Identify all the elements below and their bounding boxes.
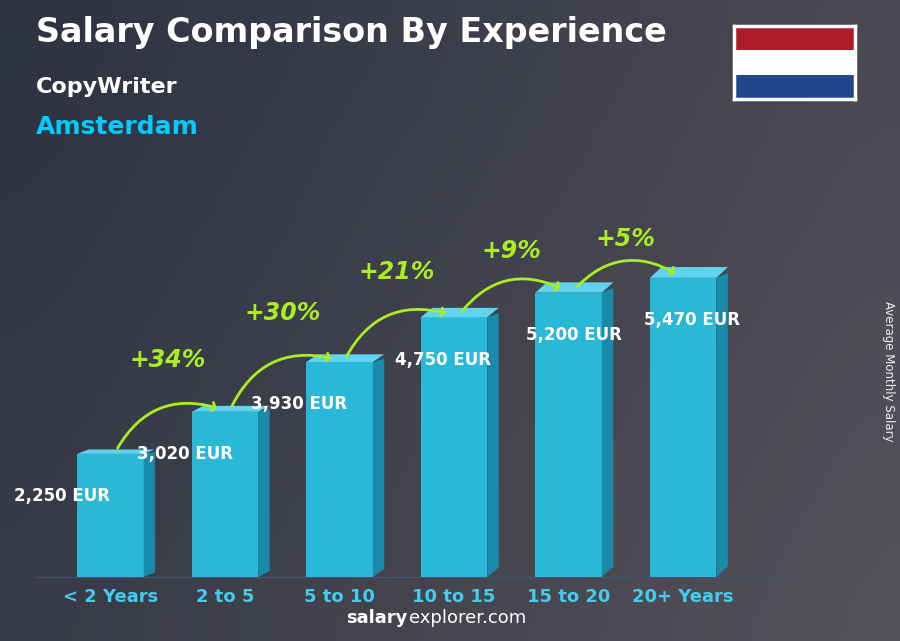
Polygon shape bbox=[487, 313, 499, 577]
Text: +21%: +21% bbox=[358, 260, 435, 284]
Text: 3,020 EUR: 3,020 EUR bbox=[137, 445, 233, 463]
Polygon shape bbox=[192, 406, 270, 412]
Polygon shape bbox=[144, 452, 155, 577]
Bar bbox=[192, 412, 258, 577]
Text: +9%: +9% bbox=[482, 238, 541, 263]
Polygon shape bbox=[716, 273, 728, 577]
Text: +34%: +34% bbox=[130, 348, 206, 372]
Polygon shape bbox=[77, 449, 155, 454]
Bar bbox=[650, 278, 716, 577]
Text: 5,200 EUR: 5,200 EUR bbox=[526, 326, 622, 344]
Polygon shape bbox=[306, 354, 384, 362]
Bar bbox=[536, 292, 602, 577]
Text: CopyWriter: CopyWriter bbox=[36, 77, 177, 97]
Text: 4,750 EUR: 4,750 EUR bbox=[394, 351, 490, 369]
Polygon shape bbox=[421, 308, 499, 317]
Text: Amsterdam: Amsterdam bbox=[36, 115, 199, 139]
Text: Average Monthly Salary: Average Monthly Salary bbox=[883, 301, 896, 442]
Polygon shape bbox=[602, 288, 613, 577]
Text: 5,470 EUR: 5,470 EUR bbox=[644, 312, 741, 329]
Text: +5%: +5% bbox=[596, 227, 656, 251]
Polygon shape bbox=[650, 267, 728, 278]
Text: +30%: +30% bbox=[244, 301, 320, 326]
Bar bbox=[734, 26, 855, 50]
Text: 2,250 EUR: 2,250 EUR bbox=[14, 487, 111, 505]
Bar bbox=[77, 454, 144, 577]
Text: 3,930 EUR: 3,930 EUR bbox=[251, 395, 347, 413]
Bar bbox=[734, 50, 855, 75]
Polygon shape bbox=[536, 283, 613, 292]
Bar bbox=[734, 75, 855, 99]
Text: explorer.com: explorer.com bbox=[410, 609, 526, 627]
Polygon shape bbox=[258, 409, 270, 577]
Bar bbox=[306, 362, 373, 577]
Polygon shape bbox=[373, 358, 384, 577]
Text: salary: salary bbox=[346, 609, 408, 627]
Text: Salary Comparison By Experience: Salary Comparison By Experience bbox=[36, 16, 667, 49]
Bar bbox=[421, 317, 487, 577]
